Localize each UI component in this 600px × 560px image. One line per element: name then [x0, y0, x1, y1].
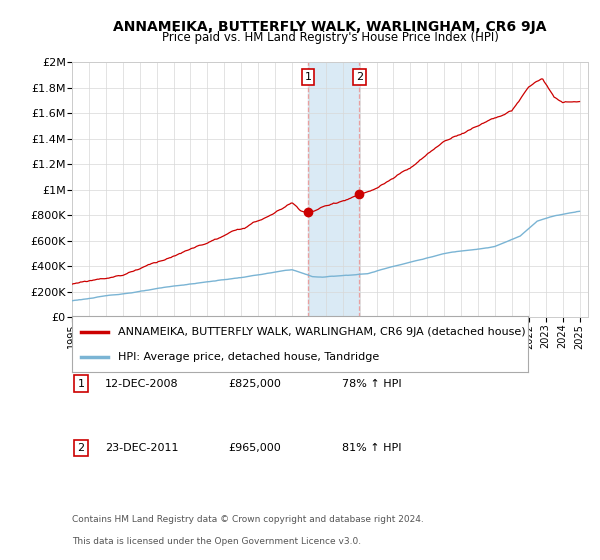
- Text: 12-DEC-2008: 12-DEC-2008: [105, 379, 179, 389]
- Text: HPI: Average price, detached house, Tandridge: HPI: Average price, detached house, Tand…: [118, 352, 379, 362]
- Text: £825,000: £825,000: [228, 379, 281, 389]
- Text: 2: 2: [356, 72, 363, 82]
- Text: 78% ↑ HPI: 78% ↑ HPI: [342, 379, 401, 389]
- Text: 81% ↑ HPI: 81% ↑ HPI: [342, 443, 401, 453]
- Text: 1: 1: [77, 379, 85, 389]
- Text: Contains HM Land Registry data © Crown copyright and database right 2024.: Contains HM Land Registry data © Crown c…: [72, 515, 424, 524]
- Text: 2: 2: [77, 443, 85, 453]
- Text: £965,000: £965,000: [228, 443, 281, 453]
- Bar: [308, 62, 359, 318]
- Text: ANNAMEIKA, BUTTERFLY WALK, WARLINGHAM, CR6 9JA: ANNAMEIKA, BUTTERFLY WALK, WARLINGHAM, C…: [113, 20, 547, 34]
- Text: ANNAMEIKA, BUTTERFLY WALK, WARLINGHAM, CR6 9JA (detached house): ANNAMEIKA, BUTTERFLY WALK, WARLINGHAM, C…: [118, 327, 525, 337]
- Text: 1: 1: [305, 72, 311, 82]
- Text: This data is licensed under the Open Government Licence v3.0.: This data is licensed under the Open Gov…: [72, 537, 361, 546]
- Text: 23-DEC-2011: 23-DEC-2011: [105, 443, 179, 453]
- Text: Price paid vs. HM Land Registry's House Price Index (HPI): Price paid vs. HM Land Registry's House …: [161, 31, 499, 44]
